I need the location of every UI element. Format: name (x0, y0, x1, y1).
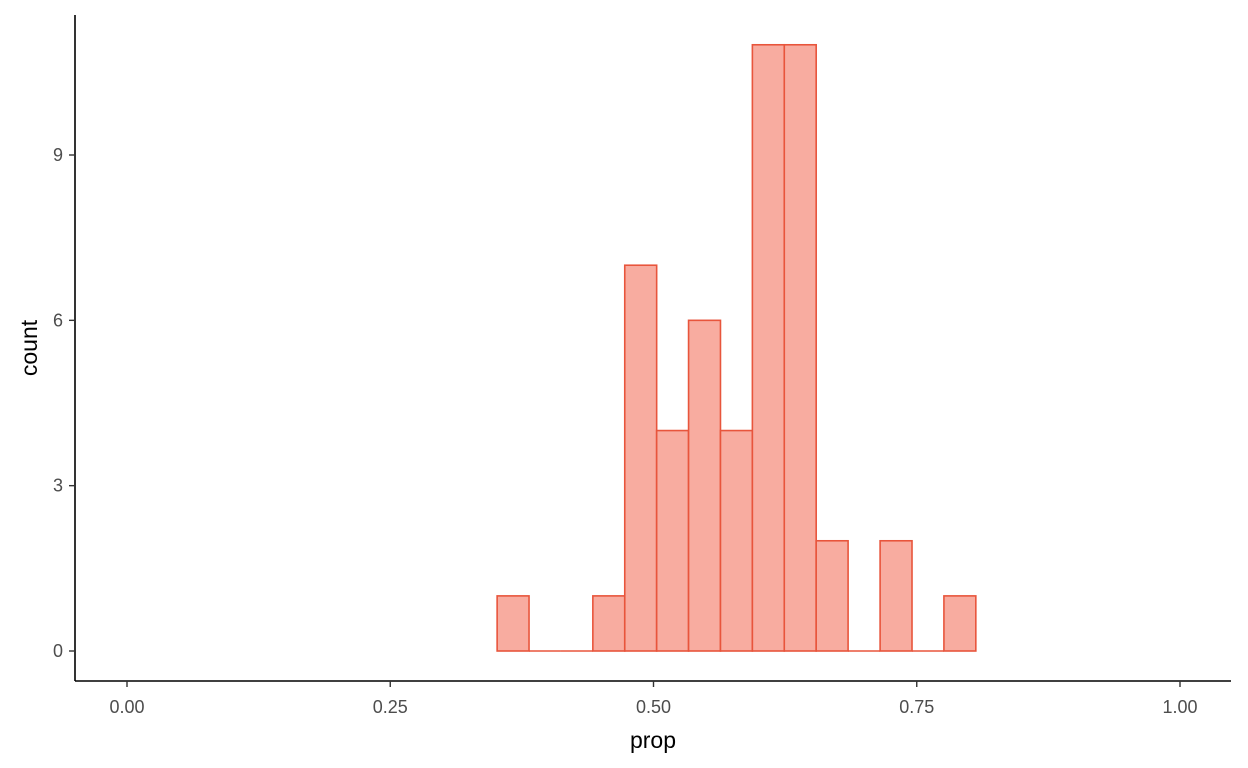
histogram-bar-3 (592, 595, 626, 652)
histogram-bar-4 (623, 264, 658, 652)
histogram-bar-5 (655, 429, 690, 652)
histogram-bar-12 (879, 539, 913, 652)
histogram-bar-7 (719, 429, 754, 652)
x-axis-ticks: 0.00 0.25 0.50 0.75 1.00 (109, 681, 1198, 717)
histogram-bar-14 (943, 595, 977, 652)
histogram-bar-8 (751, 43, 786, 652)
bars-group (496, 43, 977, 652)
x-tick-label-2: 0.50 (636, 697, 671, 717)
y-axis-title: count (16, 319, 42, 376)
x-tick-label-4: 1.00 (1162, 697, 1197, 717)
y-tick-label-3: 9 (53, 145, 63, 165)
y-tick-label-0: 0 (53, 641, 63, 661)
x-axis-title: prop (630, 727, 676, 753)
histogram-bar-9 (783, 43, 817, 652)
x-tick-label-0: 0.00 (109, 697, 144, 717)
histogram-bar-0 (496, 595, 530, 652)
y-tick-label-1: 3 (53, 476, 63, 496)
y-axis-ticks: 0 3 6 9 (53, 145, 75, 661)
histogram-bar-10 (815, 539, 849, 652)
x-tick-label-1: 0.25 (373, 697, 408, 717)
y-tick-label-2: 6 (53, 310, 63, 330)
histogram-bar-6 (687, 319, 722, 652)
x-tick-label-3: 0.75 (899, 697, 934, 717)
